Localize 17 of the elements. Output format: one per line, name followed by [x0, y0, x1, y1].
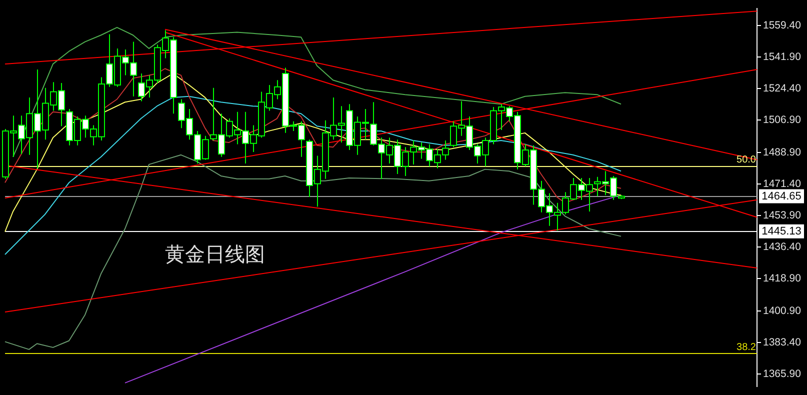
annotation: 50.0 — [736, 154, 756, 166]
y-tick-label: 1453.90 — [763, 209, 802, 222]
y-tick-label: 1541.90 — [763, 51, 802, 63]
y-tick-label: 1524.40 — [763, 82, 802, 95]
y-tick-label: 1471.40 — [763, 178, 802, 190]
y-tick-label: 1383.40 — [763, 336, 802, 348]
ref-line-label: 1464.65 — [762, 190, 802, 202]
y-tick-label: 1365.90 — [763, 368, 802, 380]
y-tick-label: 1506.90 — [763, 114, 802, 126]
annotation: 38.2 — [736, 342, 756, 353]
y-tick-label: 1436.40 — [763, 241, 802, 254]
y-tick-label: 1488.90 — [763, 146, 802, 158]
y-tick-label: 1559.40 — [763, 19, 802, 32]
annotation: 黄金日线图 — [165, 244, 265, 266]
y-tick-label: 1400.90 — [763, 304, 802, 317]
ref-line-label: 1445.13 — [762, 225, 802, 238]
y-tick-label: 1418.90 — [763, 272, 802, 285]
